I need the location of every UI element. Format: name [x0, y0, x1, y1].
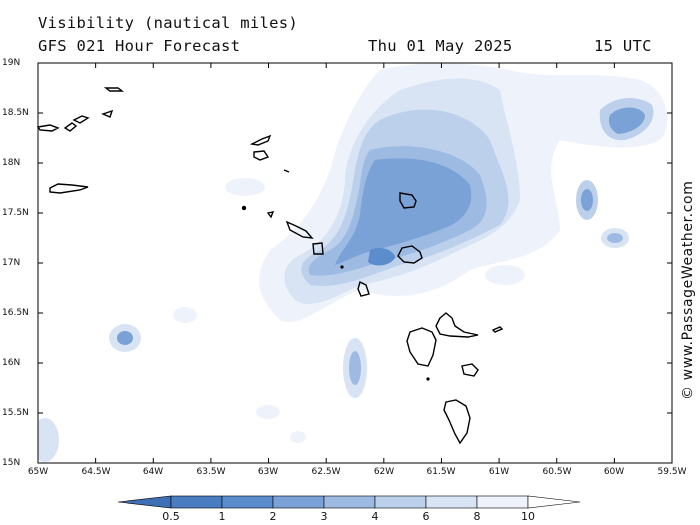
- lat-label: 15.5N: [2, 408, 29, 418]
- colorbar-max-arrow: [527, 495, 581, 509]
- island-montserrat: [357, 280, 370, 297]
- island-marie-galante: [461, 363, 479, 377]
- lon-label: 64.5W: [81, 467, 111, 477]
- colorbar-swatch: [425, 495, 478, 509]
- colorbar-swatch: [374, 495, 427, 509]
- small-islets: [241, 205, 430, 381]
- colorbar-label: 6: [422, 510, 430, 523]
- forecast-time: 15 UTC: [594, 37, 652, 55]
- lon-label: 63.5W: [196, 467, 226, 477]
- island-vieques: [36, 124, 60, 132]
- lon-label: 59.5W: [657, 467, 687, 477]
- colorbar-swatch: [476, 495, 529, 509]
- lon-label: 61.5W: [426, 467, 456, 477]
- island-st-kitts: [285, 220, 314, 239]
- lon-label: 63W: [257, 467, 279, 477]
- visibility-field: [38, 63, 668, 462]
- island-antigua: [397, 245, 423, 264]
- lon-label: 60W: [603, 467, 625, 477]
- lat-label: 17.5N: [2, 208, 29, 218]
- colorbar-label: 3: [320, 510, 328, 523]
- axis-ticks: [37, 62, 673, 464]
- lon-label: 64W: [142, 467, 164, 477]
- site-credit: © www.PassageWeather.com: [680, 180, 696, 400]
- product-title: Visibility (nautical miles): [38, 14, 299, 32]
- model-line: GFS 021 Hour Forecast: [38, 37, 241, 55]
- colorbar-swatch: [221, 495, 274, 509]
- lat-label: 15N: [2, 458, 21, 468]
- colorbar-swatch: [170, 495, 223, 509]
- lat-label: 16.5N: [2, 308, 29, 318]
- lat-label: 18.5N: [2, 108, 29, 118]
- lon-label: 62W: [373, 467, 395, 477]
- colorbar-label: 1: [218, 510, 226, 523]
- forecast-date: Thu 01 May 2025: [368, 37, 513, 55]
- lon-label: 65W: [27, 467, 49, 477]
- lon-label: 61W: [488, 467, 510, 477]
- island-barbuda: [399, 192, 417, 209]
- island-st-croix: [49, 183, 89, 194]
- island-st-martin: [253, 150, 270, 161]
- colorbar-label: 10: [521, 510, 535, 523]
- colorbar-swatch: [272, 495, 325, 509]
- lon-label: 62.5W: [311, 467, 341, 477]
- colorbar-min-arrow: [117, 495, 172, 509]
- island-dominica: [443, 399, 471, 445]
- lat-label: 19N: [2, 58, 21, 68]
- lat-label: 16N: [2, 358, 21, 368]
- colorbar-swatch: [323, 495, 376, 509]
- lat-label: 18N: [2, 158, 21, 168]
- colorbar-label: 2: [269, 510, 277, 523]
- lon-label: 60.5W: [542, 467, 572, 477]
- coastlines: [36, 87, 504, 445]
- island-anguilla: [249, 134, 272, 146]
- colorbar-label: 0.5: [162, 510, 180, 523]
- colorbar: [117, 495, 581, 509]
- colorbar-label: 4: [371, 510, 379, 523]
- island-grande-terre: [435, 312, 479, 338]
- colorbar-label: 8: [473, 510, 481, 523]
- island-nevis: [312, 242, 324, 255]
- island-basse-terre: [406, 327, 437, 367]
- lat-label: 17N: [2, 258, 21, 268]
